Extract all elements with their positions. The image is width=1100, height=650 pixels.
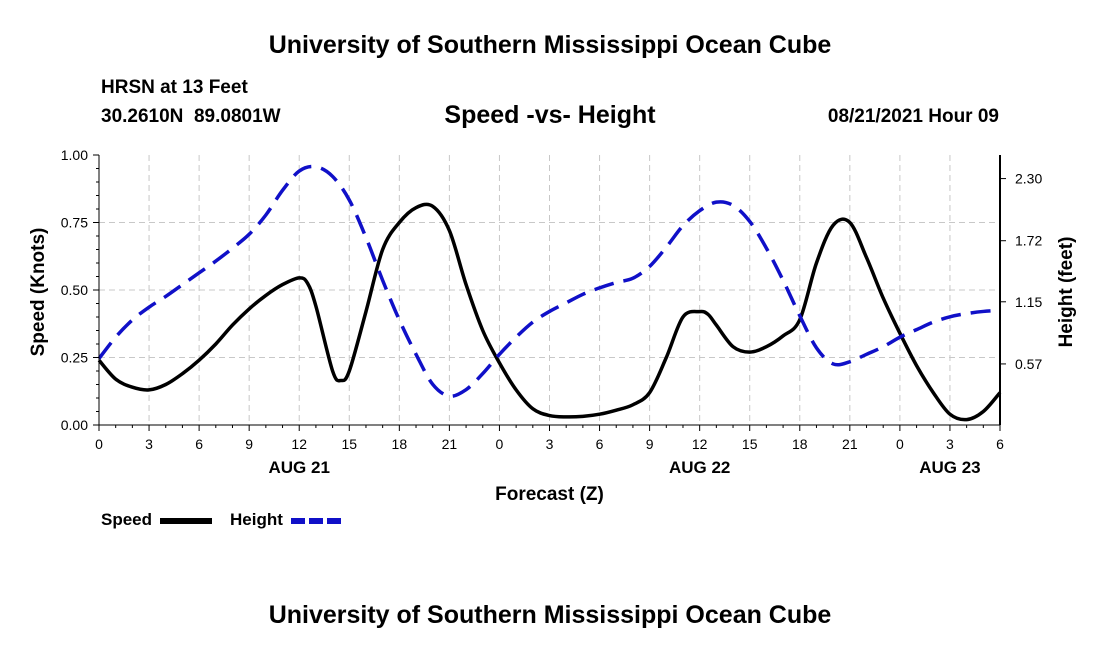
legend-label-speed: Speed [101, 510, 152, 529]
x-axis-title: Forecast (Z) [495, 484, 604, 505]
series-line-speed [97, 202, 1002, 422]
legend: Speed Height [101, 510, 343, 529]
x-tick-label: 6 [996, 436, 1004, 452]
x-tick-label: 0 [95, 436, 103, 452]
coordinates-label: 30.2610N 89.0801W [101, 106, 281, 127]
y2-tick-label: 1.15 [1015, 294, 1042, 310]
axes [93, 154, 1006, 431]
y-tick-label: 0.75 [61, 215, 88, 231]
series-line-height [97, 164, 1001, 398]
y2-axis-title: Height (feet) [1056, 237, 1077, 348]
x-tick-label: 21 [842, 436, 858, 452]
y-tick-label: 0.00 [61, 417, 88, 433]
y2-tick-label: 0.57 [1015, 356, 1042, 372]
x-tick-label: 18 [792, 436, 808, 452]
x-tick-label: 15 [341, 436, 357, 452]
station-label: HRSN at 13 Feet [101, 77, 248, 98]
x-tick-label: 12 [692, 436, 708, 452]
datetime-label: 08/21/2021 Hour 09 [827, 106, 999, 127]
x-tick-label: 6 [195, 436, 203, 452]
x-tick-label: 12 [291, 436, 307, 452]
y-tick-label: 0.50 [61, 282, 88, 298]
x-tick-label: 3 [145, 436, 153, 452]
x-tick-label: 15 [742, 436, 758, 452]
x-tick-label: 9 [646, 436, 654, 452]
date-label: AUG 22 [669, 458, 730, 477]
x-tick-label: 21 [442, 436, 458, 452]
labels: 0 3 6 9 12 15 18 21 0 3 6 9 12 15 18 21 0 3 6 0.00 0.25 0.50 0… [28, 147, 1077, 505]
y-tick-label: 0.25 [61, 350, 88, 366]
x-tick-label: 0 [496, 436, 504, 452]
x-tick-label: 3 [546, 436, 554, 452]
date-label: AUG 23 [919, 458, 980, 477]
date-label: AUG 21 [269, 458, 330, 477]
legend-label-height: Height [230, 510, 283, 529]
page-title: University of Southern Mississippi Ocean… [268, 31, 832, 59]
y-tick-label: 1.00 [61, 147, 88, 163]
x-tick-label: 9 [245, 436, 253, 452]
x-tick-label: 0 [896, 436, 904, 452]
y2-tick-label: 1.72 [1015, 233, 1042, 249]
x-tick-label: 6 [596, 436, 604, 452]
series [97, 164, 1002, 422]
x-tick-label: 3 [946, 436, 954, 452]
chart-title: Speed -vs- Height [444, 101, 656, 129]
y2-tick-label: 2.30 [1015, 171, 1042, 187]
footer-title: University of Southern Mississippi Ocean… [268, 601, 832, 629]
grid [99, 155, 1000, 425]
x-tick-label: 18 [392, 436, 408, 452]
y-axis-title: Speed (Knots) [28, 228, 49, 357]
